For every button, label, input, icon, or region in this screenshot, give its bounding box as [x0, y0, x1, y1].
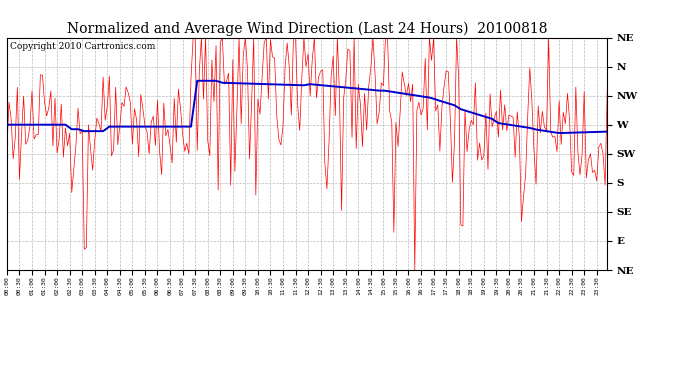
Text: Copyright 2010 Cartronics.com: Copyright 2010 Cartronics.com [10, 42, 155, 51]
Title: Normalized and Average Wind Direction (Last 24 Hours)  20100818: Normalized and Average Wind Direction (L… [67, 22, 547, 36]
